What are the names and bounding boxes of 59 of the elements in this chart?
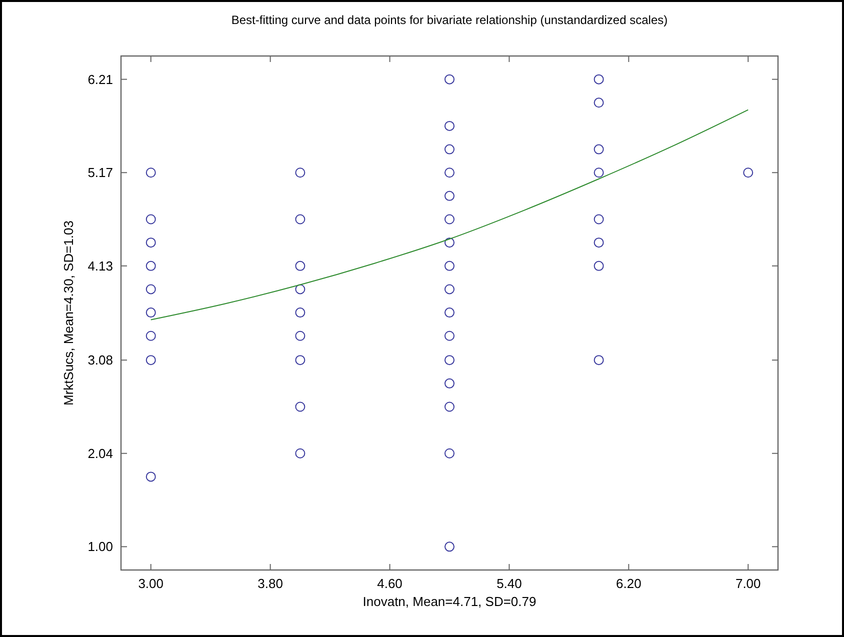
x-tick-label: 3.00 [138, 576, 164, 591]
point [295, 355, 306, 366]
x-tick-label: 7.00 [735, 576, 761, 591]
point [444, 120, 454, 131]
point [146, 168, 156, 178]
point [594, 260, 604, 271]
point [146, 355, 156, 366]
point [444, 214, 454, 224]
point [444, 238, 454, 248]
point [444, 402, 454, 412]
point [444, 308, 454, 318]
x-axis-title: Inovatn, Mean=4.71, SD=0.79 [362, 594, 536, 609]
point [146, 472, 156, 482]
point [444, 74, 454, 84]
point [295, 168, 306, 178]
x-tick-label: 3.80 [258, 576, 283, 591]
y-tick-label: 2.04 [88, 446, 113, 461]
point [146, 238, 156, 248]
point [146, 260, 156, 271]
point [444, 168, 454, 178]
point [444, 260, 454, 271]
point [444, 542, 454, 552]
x-tick-label: 4.60 [377, 576, 402, 591]
y-tick-label: 1.00 [88, 539, 113, 554]
point [146, 284, 156, 294]
y-axis-title: MrktSucs, Mean=4.30, SD=1.03 [61, 220, 76, 406]
point [594, 238, 604, 248]
x-tick-label: 6.20 [616, 576, 642, 591]
y-tick-label: 4.13 [88, 258, 113, 274]
point [295, 330, 306, 341]
point [594, 168, 604, 178]
point [444, 144, 454, 154]
point [444, 330, 454, 341]
point [743, 168, 754, 178]
point [594, 214, 604, 224]
point [444, 284, 454, 294]
point [146, 330, 156, 341]
point [594, 144, 604, 154]
chart-title: Best-fitting curve and data points for bivariate relationship (unstandardized scales) [231, 13, 668, 27]
x-tick-label: 5.40 [496, 576, 522, 591]
line-series [150, 109, 749, 320]
y-tick-label: 3.08 [88, 352, 113, 368]
point [594, 98, 604, 108]
y-tick-label: 5.17 [88, 165, 113, 180]
point [146, 214, 156, 224]
point [444, 378, 454, 388]
point [295, 284, 306, 294]
point [594, 355, 604, 366]
point [146, 308, 156, 318]
point [594, 74, 604, 84]
y-tick-label: 6.21 [88, 72, 113, 87]
point [295, 402, 306, 412]
point [444, 190, 454, 201]
point [295, 308, 306, 318]
point [444, 355, 454, 366]
point [295, 214, 306, 224]
point [295, 448, 306, 458]
point [295, 260, 306, 271]
point [444, 448, 454, 458]
